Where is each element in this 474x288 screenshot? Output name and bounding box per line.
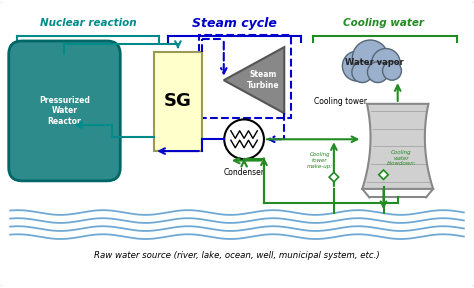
Circle shape — [342, 51, 373, 81]
Circle shape — [372, 49, 400, 77]
Text: SG: SG — [164, 92, 192, 111]
Text: Nuclear reaction: Nuclear reaction — [40, 18, 137, 29]
Polygon shape — [224, 47, 284, 113]
FancyBboxPatch shape — [9, 41, 120, 181]
Text: Pressurized
Water
Reactor: Pressurized Water Reactor — [39, 96, 90, 126]
Text: Cooling
tower
make-up:: Cooling tower make-up: — [307, 152, 333, 169]
FancyBboxPatch shape — [155, 52, 201, 151]
Polygon shape — [329, 172, 338, 182]
Text: Steam cycle: Steam cycle — [192, 17, 277, 30]
Text: Condenser: Condenser — [224, 168, 264, 177]
Text: Cooling water: Cooling water — [343, 18, 424, 29]
Text: Steam
Turbine: Steam Turbine — [247, 71, 280, 90]
Text: Raw water source (river, lake, ocean, well, municipal system, etc.): Raw water source (river, lake, ocean, we… — [94, 251, 380, 259]
Circle shape — [352, 62, 373, 83]
Circle shape — [383, 61, 401, 80]
Polygon shape — [362, 104, 433, 189]
Text: Water vapor: Water vapor — [345, 58, 403, 67]
Circle shape — [224, 120, 264, 159]
Circle shape — [367, 62, 388, 83]
Circle shape — [352, 40, 388, 76]
Polygon shape — [379, 170, 388, 179]
Text: Cooling
water
blowdown:: Cooling water blowdown: — [387, 150, 416, 166]
Text: Cooling tower: Cooling tower — [314, 97, 367, 106]
